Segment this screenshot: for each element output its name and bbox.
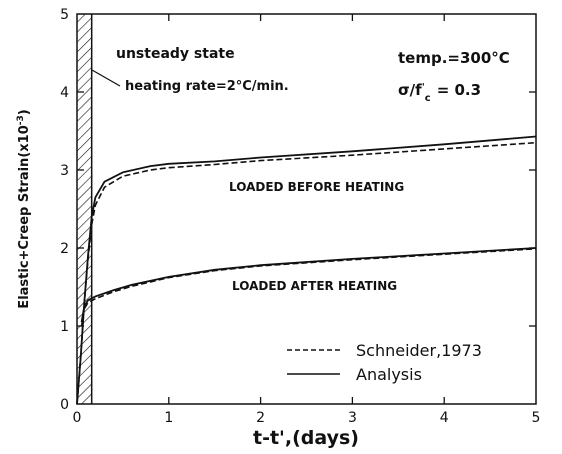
annotation-heating-rate: heating rate=2°C/min.	[125, 79, 289, 94]
x-tick-label: 0	[73, 410, 82, 426]
y-tick-label: 2	[60, 241, 69, 257]
legend-label-schneider: Schneider,1973	[356, 341, 482, 360]
annotation-temperature: temp.=300°C	[398, 49, 510, 67]
y-tick-label: 1	[60, 319, 69, 335]
y-axis-label: Elastic+Creep Strain(x10-3)	[16, 109, 32, 308]
plot-frame	[76, 13, 537, 405]
x-tick-label: 4	[440, 410, 449, 426]
x-tick-label: 1	[164, 410, 173, 426]
legend: Schneider,1973 Analysis	[287, 341, 482, 384]
annotation-stress-ratio: σ/f'c = 0.3	[398, 81, 481, 104]
x-tick-label: 2	[256, 410, 265, 426]
y-tick-label: 3	[60, 163, 69, 179]
x-tick-label: 3	[348, 410, 357, 426]
y-tick-label: 0	[60, 397, 69, 413]
series-analysis-loaded-before-heating	[76, 135, 537, 405]
y-tick-label: 5	[60, 7, 69, 23]
annotation-loaded-before-heating: LOADED BEFORE HEATING	[229, 180, 404, 194]
annotation-unsteady-state: unsteady state	[116, 46, 235, 62]
x-axis-label: t-t',(days)	[253, 427, 359, 449]
x-tick-label: 5	[532, 410, 541, 426]
legend-label-analysis: Analysis	[356, 365, 422, 384]
series-schneider-loaded-after-heating	[80, 248, 537, 327]
annotation-loaded-after-heating: LOADED AFTER HEATING	[232, 279, 397, 293]
hatched-region-unsteady	[77, 14, 92, 404]
series-schneider-loaded-before-heating	[76, 141, 537, 405]
heating-rate-pointer	[91, 69, 121, 87]
y-tick-label: 4	[60, 85, 69, 101]
